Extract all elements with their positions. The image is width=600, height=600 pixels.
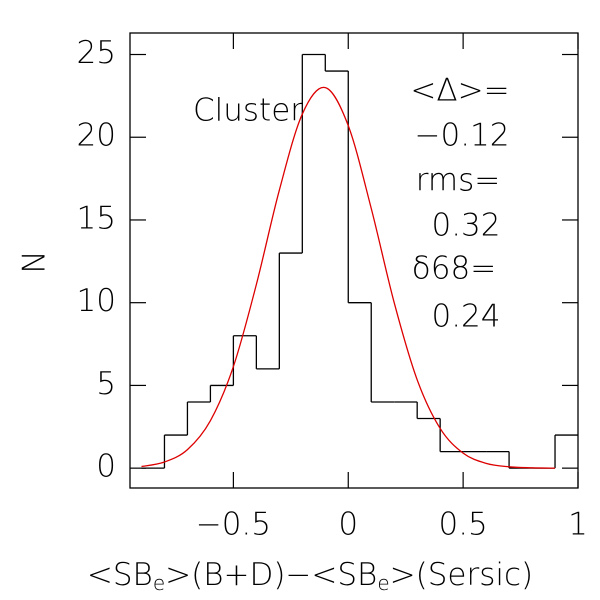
- annotation: 0.32: [431, 208, 500, 244]
- y-tick-label: 10: [77, 283, 116, 319]
- x-label-part: >(B+D)−<SB: [165, 557, 377, 593]
- plot-frame: [129, 32, 579, 489]
- x-label-subscript: e: [377, 571, 389, 595]
- y-tick-label: 20: [77, 118, 116, 154]
- x-tick-label: 0.5: [438, 507, 487, 543]
- x-label-part: >(Sersic): [390, 557, 533, 593]
- y-tick-label: 25: [77, 35, 116, 71]
- x-label-part: <SB: [87, 557, 153, 593]
- annotation: Cluster: [193, 93, 303, 129]
- y-tick-label: 15: [77, 200, 116, 236]
- annotation: 0.24: [431, 299, 500, 335]
- annotation: −0.12: [415, 118, 510, 154]
- annotation: <Δ>=: [410, 73, 509, 109]
- x-tick-label: −0.5: [196, 507, 271, 543]
- annotation: δ68=: [412, 251, 496, 287]
- x-axis-label: <SBe>(B+D)−<SBe>(Sersic): [87, 557, 533, 595]
- x-tick-label: 0: [338, 507, 358, 543]
- x-tick-label: 1: [568, 507, 588, 543]
- y-tick-label: 0: [96, 449, 116, 485]
- y-tick-label: 5: [96, 366, 116, 402]
- annotation: rms=: [416, 163, 501, 199]
- x-label-subscript: e: [153, 571, 165, 595]
- fit-curve: [141, 86, 556, 469]
- y-axis-label: N: [17, 250, 53, 273]
